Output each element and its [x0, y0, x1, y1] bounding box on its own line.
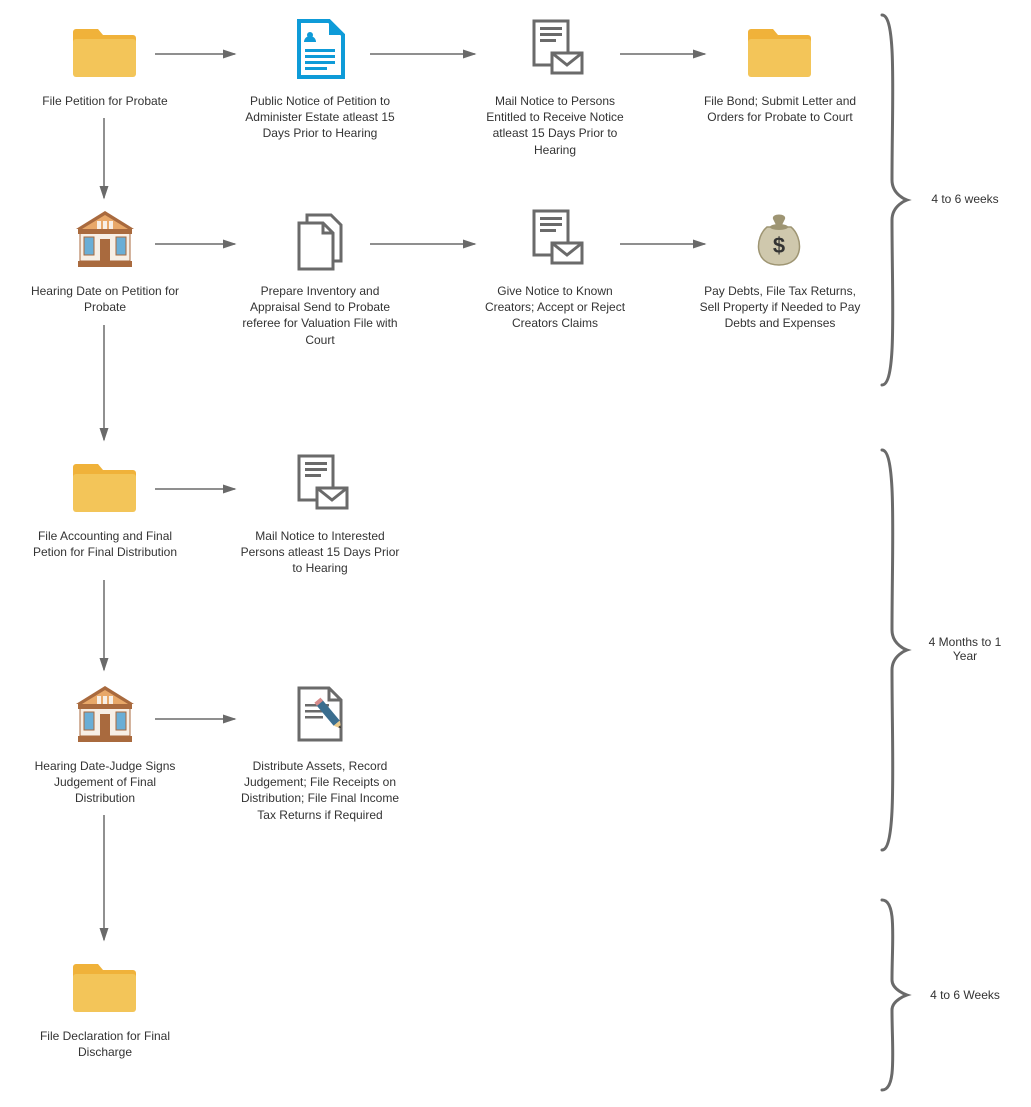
node-pay-debts: Pay Debts, File Tax Returns, Sell Proper… [695, 205, 865, 332]
folder-icon [70, 450, 140, 520]
folder-icon [70, 15, 140, 85]
brace-icon [872, 10, 912, 390]
brace-icon [872, 895, 912, 1095]
folder-icon [70, 950, 140, 1020]
arrow-icon [155, 48, 240, 60]
timeline-label-2: 4 Months to 1 Year [920, 635, 1010, 663]
node-label: File Accounting and Final Petion for Fin… [20, 528, 190, 560]
node-public-notice: Public Notice of Petition to Administer … [235, 15, 405, 142]
node-mail-notice-interested: Mail Notice to Interested Persons atleas… [235, 450, 405, 577]
arrow-icon [155, 238, 240, 250]
node-label: Public Notice of Petition to Administer … [235, 93, 405, 142]
node-label: Pay Debts, File Tax Returns, Sell Proper… [695, 283, 865, 332]
document-mail-icon [520, 205, 590, 275]
brace-icon [872, 445, 912, 855]
document-pencil-icon [285, 680, 355, 750]
document-blue-icon [285, 15, 355, 85]
node-label: File Bond; Submit Letter and Orders for … [695, 93, 865, 125]
node-inventory-appraisal: Prepare Inventory and Appraisal Send to … [235, 205, 405, 348]
node-label: Hearing Date-Judge Signs Judgement of Fi… [20, 758, 190, 807]
arrow-icon [620, 48, 710, 60]
node-label: File Declaration for Final Discharge [20, 1028, 190, 1060]
node-label: Mail Notice to Persons Entitled to Recei… [470, 93, 640, 158]
moneybag-icon [745, 205, 815, 275]
arrow-icon [620, 238, 710, 250]
courthouse-icon [70, 205, 140, 275]
node-file-accounting: File Accounting and Final Petion for Fin… [20, 450, 190, 560]
node-label: File Petition for Probate [20, 93, 190, 109]
node-label: Prepare Inventory and Appraisal Send to … [235, 283, 405, 348]
node-distribute-assets: Distribute Assets, Record Judgement; Fil… [235, 680, 405, 823]
arrow-icon [370, 48, 480, 60]
timeline-label-3: 4 to 6 Weeks [920, 988, 1010, 1002]
node-label: Hearing Date on Petition for Probate [20, 283, 190, 315]
node-file-discharge: File Declaration for Final Discharge [20, 950, 190, 1060]
node-file-bond: File Bond; Submit Letter and Orders for … [695, 15, 865, 125]
node-hearing-judgement: Hearing Date-Judge Signs Judgement of Fi… [20, 680, 190, 807]
arrow-icon [98, 325, 110, 445]
document-mail-icon [285, 450, 355, 520]
node-label: Give Notice to Known Creators; Accept or… [470, 283, 640, 332]
arrow-icon [155, 713, 240, 725]
node-file-petition: File Petition for Probate [20, 15, 190, 109]
documents-icon [285, 205, 355, 275]
node-mail-notice-entitled: Mail Notice to Persons Entitled to Recei… [470, 15, 640, 158]
node-hearing-petition: Hearing Date on Petition for Probate [20, 205, 190, 315]
arrow-icon [370, 238, 480, 250]
node-label: Mail Notice to Interested Persons atleas… [235, 528, 405, 577]
folder-icon [745, 15, 815, 85]
timeline-label-1: 4 to 6 weeks [920, 192, 1010, 206]
node-notice-creators: Give Notice to Known Creators; Accept or… [470, 205, 640, 332]
node-label: Distribute Assets, Record Judgement; Fil… [235, 758, 405, 823]
arrow-icon [98, 118, 110, 203]
arrow-icon [155, 483, 240, 495]
arrow-icon [98, 815, 110, 945]
document-mail-icon [520, 15, 590, 85]
arrow-icon [98, 580, 110, 675]
courthouse-icon [70, 680, 140, 750]
